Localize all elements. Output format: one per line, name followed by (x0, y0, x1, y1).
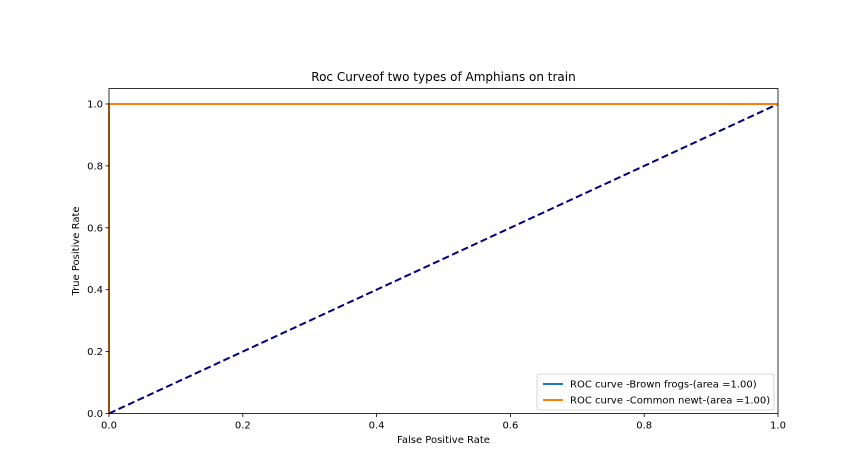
y-axis-label: True Positive Rate (71, 206, 82, 296)
legend-label-brown-frogs: ROC curve -Brown frogs-(area =1.00) (570, 380, 757, 391)
y-tick-label: 0.6 (87, 223, 103, 234)
x-axis-ticks: 0.0 0.2 0.4 0.6 0.8 1.0 (101, 413, 786, 432)
legend-box (536, 373, 775, 411)
x-axis-label: False Positive Rate (397, 435, 490, 446)
y-tick-label: 0.2 (87, 347, 103, 358)
reference-diagonal-line (108, 103, 779, 415)
y-tick-label: 0.0 (87, 409, 103, 420)
x-tick-label: 1.0 (770, 421, 786, 432)
legend: ROC curve -Brown frogs-(area =1.00) ROC … (536, 373, 775, 411)
x-tick-label: 0.6 (502, 421, 518, 432)
y-tick-label: 0.8 (87, 161, 103, 172)
legend-label-common-newt: ROC curve -Common newt-(area =1.00) (570, 396, 770, 407)
x-tick-label: 0.4 (369, 421, 385, 432)
y-tick-label: 1.0 (87, 99, 103, 110)
chart-title: Roc Curveof two types of Amphians on tra… (311, 70, 575, 84)
x-tick-label: 0.2 (235, 421, 251, 432)
x-tick-label: 0.8 (636, 421, 652, 432)
plot-frame (108, 88, 779, 414)
y-axis-ticks: 0.0 0.2 0.4 0.6 0.8 1.0 (87, 99, 109, 420)
x-tick-label: 0.0 (101, 421, 117, 432)
y-tick-label: 0.4 (87, 285, 103, 296)
